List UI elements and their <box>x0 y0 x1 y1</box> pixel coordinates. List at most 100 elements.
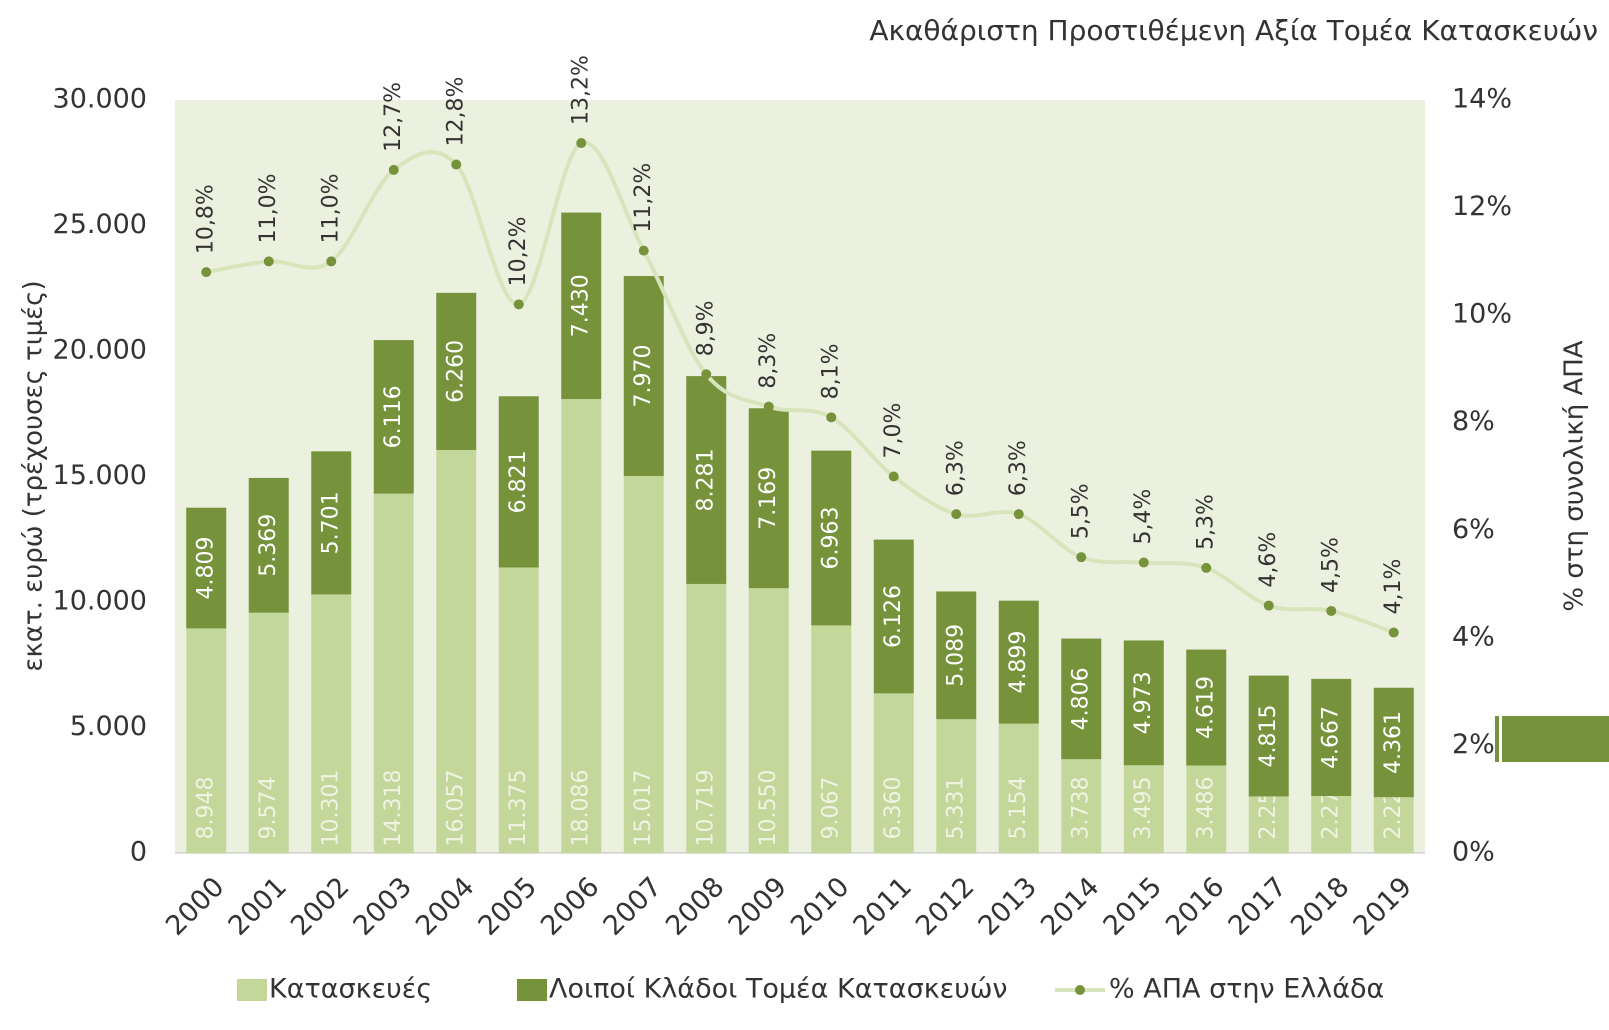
bar <box>1248 675 1289 797</box>
data-label: 4.667 <box>1318 706 1343 769</box>
data-label: 18.086 <box>568 770 593 847</box>
line <box>205 140 1395 635</box>
legend-label: % ΑΠΑ στην Ελλάδα <box>1109 974 1384 1005</box>
y-tick-label: 0 <box>130 837 147 868</box>
data-label: 6.126 <box>881 585 906 648</box>
marker <box>1076 552 1087 563</box>
legend-label: Κατασκευές <box>269 974 432 1005</box>
bar <box>248 612 289 853</box>
data-label: 4.806 <box>1068 667 1093 730</box>
marker <box>1138 557 1149 568</box>
y2-tick-label: 4% <box>1452 621 1495 652</box>
y-tick-label: 15.000 <box>53 460 147 491</box>
data-label: 13,2% <box>568 55 593 125</box>
bar <box>811 450 852 626</box>
bar <box>1373 687 1414 798</box>
bar <box>1123 765 1164 853</box>
data-label: 5,5% <box>1068 483 1093 539</box>
x-tick-label: 2000 <box>160 871 231 942</box>
data-label: 15.017 <box>631 770 656 847</box>
data-label: 8.948 <box>193 777 218 840</box>
bar <box>1123 640 1164 766</box>
legend-label: Λοιποί Κλάδοι Τομέα Κατασκευών <box>549 974 1008 1005</box>
bar <box>623 276 664 477</box>
data-label: 4,1% <box>1381 559 1406 615</box>
bar <box>1061 759 1102 853</box>
data-label: 4,6% <box>1256 532 1281 588</box>
data-label: 4.815 <box>1256 705 1281 768</box>
data-label: 8,1% <box>818 343 843 399</box>
data-label: 12,7% <box>381 82 406 152</box>
y-tick-label: 30.000 <box>53 84 147 115</box>
data-label: 6.116 <box>381 385 406 448</box>
y-tick-label: 20.000 <box>53 335 147 366</box>
data-label: 11,0% <box>318 173 343 243</box>
x-tick-label: 2006 <box>535 871 606 942</box>
marker <box>638 245 649 256</box>
bar <box>623 476 664 853</box>
data-label: 4.361 <box>1381 711 1406 774</box>
bar <box>248 477 289 613</box>
bar <box>561 212 602 400</box>
bar <box>1373 797 1414 853</box>
data-label: 10.301 <box>318 770 343 847</box>
data-label: 11.375 <box>506 770 531 847</box>
bar <box>373 340 414 494</box>
x-tick-label: 2003 <box>347 871 418 942</box>
marker <box>1013 509 1024 520</box>
bar <box>1186 649 1227 766</box>
legend-swatch <box>517 979 547 1001</box>
x-tick-label: 2014 <box>1035 871 1106 942</box>
bar <box>686 376 727 584</box>
data-label: 6.963 <box>818 507 843 570</box>
y2-tick-label: 8% <box>1452 406 1495 437</box>
bar <box>436 292 477 450</box>
legend-swatch <box>237 979 267 1001</box>
bar <box>498 396 539 568</box>
data-label: 8,9% <box>693 300 718 356</box>
bar <box>1311 678 1352 797</box>
x-tick-label: 2004 <box>410 871 481 942</box>
y-tick-label: 5.000 <box>70 711 147 742</box>
x-tick-label: 2016 <box>1160 871 1231 942</box>
marker <box>951 509 962 520</box>
data-label: 5.089 <box>943 624 968 687</box>
marker <box>263 256 274 267</box>
x-tick-label: 2010 <box>785 871 856 942</box>
y-axis-title: εκατ. ευρώ (τρέχουσες τιμές) <box>19 280 49 671</box>
data-label: 10.719 <box>693 770 718 847</box>
x-tick-label: 2009 <box>722 871 793 942</box>
data-label: 7.169 <box>756 467 781 530</box>
data-label: 8.281 <box>693 449 718 512</box>
data-label: 12,8% <box>443 77 468 147</box>
x-tick-label: 2001 <box>222 871 293 942</box>
data-label: 4.899 <box>1006 631 1031 694</box>
y-tick-label: 10.000 <box>53 586 147 617</box>
data-label: 16.057 <box>443 770 468 847</box>
bar <box>186 628 227 853</box>
y2-axis-title: % στη συνολική ΑΠΑ <box>1560 340 1590 611</box>
marker <box>388 164 399 175</box>
bar <box>1311 796 1352 853</box>
data-label: 9.574 <box>256 777 281 840</box>
data-label: 5.701 <box>318 491 343 554</box>
bar <box>686 583 727 853</box>
bar <box>1186 765 1227 853</box>
bar <box>873 539 914 694</box>
data-label: 6,3% <box>943 440 968 496</box>
x-tick-label: 2018 <box>1285 871 1356 942</box>
data-label: 14.318 <box>381 770 406 847</box>
data-label: 3.738 <box>1068 777 1093 840</box>
x-tick-label: 2011 <box>847 871 918 942</box>
x-tick-label: 2012 <box>910 871 981 942</box>
y-tick-label: 25.000 <box>53 209 147 240</box>
data-label: 5.154 <box>1006 777 1031 840</box>
bar <box>998 723 1039 853</box>
data-label: 5,4% <box>1131 489 1156 545</box>
data-label: 11,2% <box>631 163 656 233</box>
data-label: 8,3% <box>756 333 781 389</box>
y2-tick-label: 6% <box>1452 514 1495 545</box>
decoration <box>1495 716 1499 762</box>
bar <box>498 567 539 853</box>
